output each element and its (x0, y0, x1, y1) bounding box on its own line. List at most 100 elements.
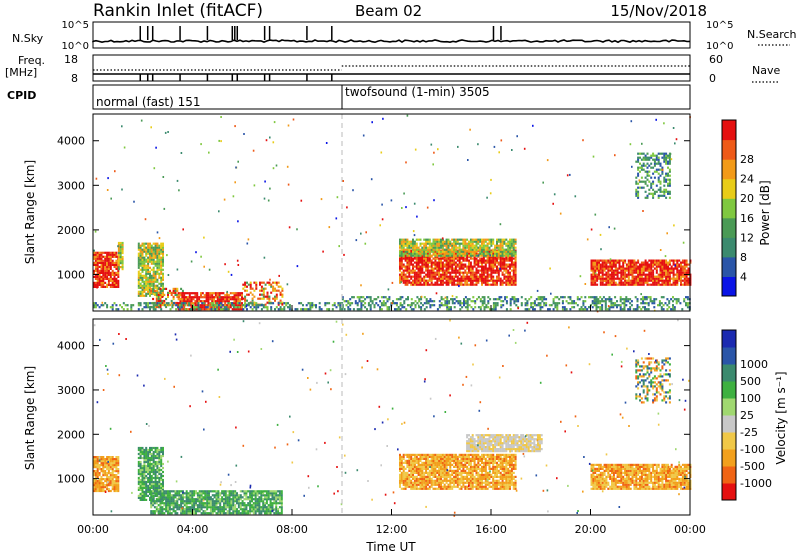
heatmap-cell (410, 275, 413, 278)
heatmap-cell (236, 306, 239, 309)
heatmap-cell (410, 259, 413, 262)
heatmap-cell (609, 275, 612, 278)
heatmap-cell (687, 271, 690, 274)
heatmap-cell (176, 287, 179, 290)
heatmap-cell (423, 302, 426, 305)
heatmap-cell (426, 279, 429, 282)
heatmap-cell (216, 296, 219, 299)
heatmap-cell (107, 269, 110, 272)
heatmap-cell (379, 308, 382, 311)
heatmap-cell (473, 257, 476, 260)
heatmap-cell (503, 248, 506, 251)
heatmap-cell (445, 273, 448, 276)
heatmap-cell (160, 266, 163, 269)
heatmap-cell (156, 250, 159, 253)
heatmap-cell (400, 259, 403, 262)
heatmap-cell (184, 304, 187, 307)
heatmap-cell (262, 287, 265, 290)
heatmap-cell (438, 261, 441, 264)
heatmap-cell (150, 480, 153, 484)
heatmap-cell (243, 133, 245, 135)
heatmap-cell (593, 298, 596, 301)
heatmap-cell (96, 269, 99, 272)
heatmap-cell (505, 269, 508, 272)
heatmap-cell (668, 281, 671, 284)
heatmap-cell (646, 277, 649, 280)
heatmap-cell (96, 277, 99, 280)
heatmap-cell (152, 458, 155, 462)
heatmap-cell (109, 458, 112, 461)
heatmap-cell (100, 263, 103, 266)
heatmap-cell (154, 480, 157, 484)
heatmap-cell (159, 287, 162, 290)
heatmap-cell (234, 306, 237, 309)
heatmap-cell (421, 255, 424, 258)
heatmap-cell (212, 306, 215, 309)
heatmap-cell (594, 277, 597, 280)
heatmap-cell (109, 468, 112, 471)
heatmap-cell (672, 306, 674, 309)
heatmap-cell (672, 275, 675, 278)
heatmap-cell (479, 308, 482, 311)
heatmap-cell (658, 304, 661, 307)
heatmap-cell (492, 238, 495, 241)
heatmap-cell (433, 304, 436, 307)
heatmap-cell (152, 270, 155, 273)
heatmap-cell (111, 259, 114, 262)
heatmap-cell (468, 246, 470, 249)
heatmap-cell (605, 281, 608, 284)
heatmap-cell (358, 308, 361, 311)
heatmap-cell (453, 283, 456, 286)
heatmap-cell (246, 289, 248, 292)
heatmap-cell (461, 306, 464, 309)
heatmap-cell (662, 296, 665, 299)
heatmap-cell (178, 189, 180, 192)
heatmap-cell (646, 273, 649, 276)
heatmap-cell (503, 257, 506, 260)
heatmap-cell (421, 261, 424, 264)
heatmap-cell (426, 283, 429, 286)
heatmap-cell (210, 308, 213, 311)
heatmap-cell (479, 252, 482, 255)
heatmap-cell (537, 302, 540, 305)
heatmap-cell (513, 296, 516, 299)
heatmap-cell (227, 306, 230, 309)
heatmap-cell (595, 296, 598, 299)
heatmap-cell (190, 298, 193, 301)
heatmap-cell (641, 142, 643, 145)
heatmap-cell (421, 259, 424, 262)
heatmap-cell (446, 302, 449, 305)
heatmap-cell (482, 259, 485, 262)
heatmap-cell (428, 254, 431, 257)
heatmap-cell (622, 273, 625, 276)
heatmap-cell (262, 293, 265, 296)
heatmap-cell (137, 280, 140, 283)
heatmap-cell (147, 290, 150, 293)
heatmap-cell (421, 250, 424, 253)
heatmap-cell (114, 170, 116, 173)
heatmap-cell (176, 301, 179, 305)
heatmap-cell (494, 283, 497, 286)
heatmap-cell (646, 166, 649, 169)
heatmap-cell (155, 293, 158, 296)
heatmap-cell (536, 289, 539, 292)
heatmap-cell (145, 304, 148, 307)
heatmap-cell (475, 242, 478, 245)
heatmap-cell (475, 267, 478, 270)
heatmap-cell (152, 306, 155, 309)
heatmap-cell (162, 268, 164, 271)
heatmap-cell (147, 258, 150, 261)
heatmap-cell (678, 277, 681, 280)
heatmap-cell (680, 265, 682, 268)
heatmap-cell (539, 306, 542, 309)
heatmap-cell (449, 259, 452, 262)
heatmap-cell (426, 238, 429, 241)
heatmap-cell (166, 254, 168, 257)
heatmap-cell (644, 298, 646, 301)
heatmap-cell (507, 283, 510, 286)
heatmap-cell (475, 246, 478, 249)
heatmap-cell (488, 265, 491, 268)
heatmap-cell (648, 259, 651, 262)
heatmap-cell (648, 269, 651, 272)
heatmap-cell (445, 240, 448, 243)
